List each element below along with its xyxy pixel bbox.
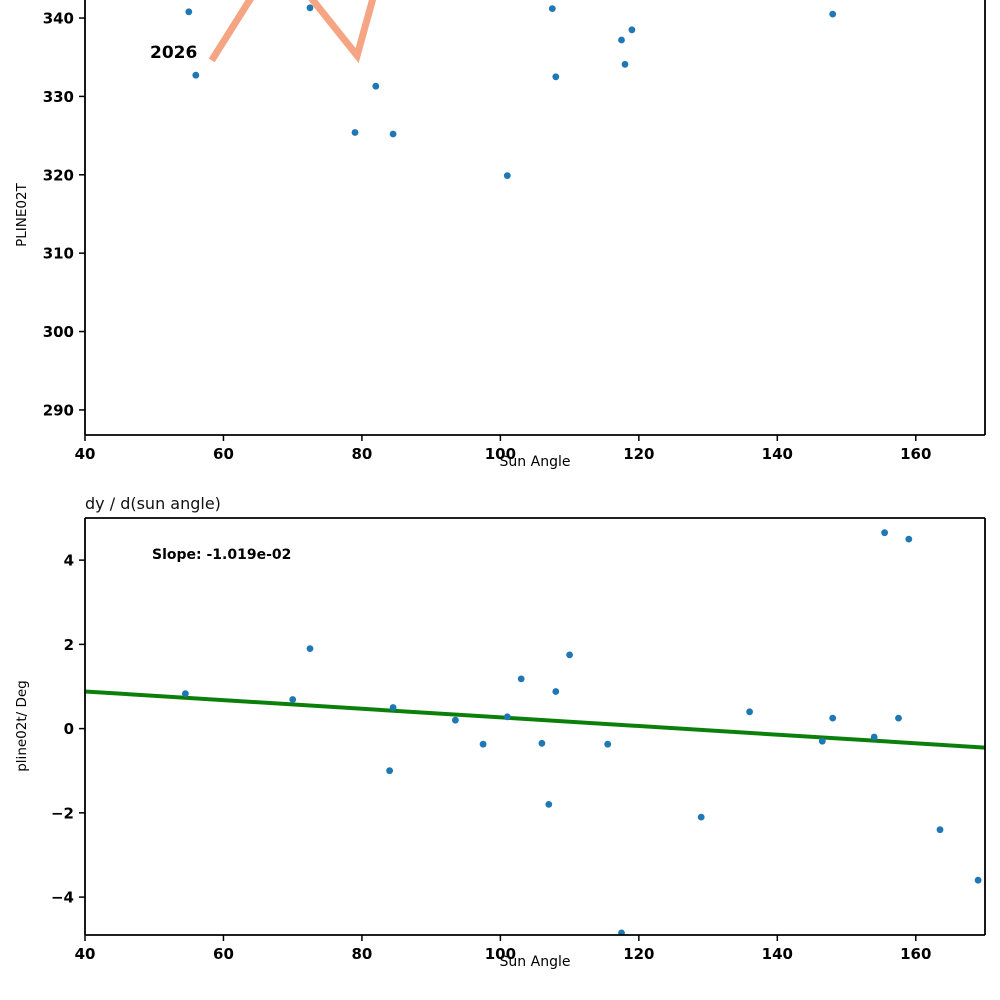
top-x-axis-label: Sun Angle — [499, 454, 571, 470]
salmon-zigzag-line — [208, 0, 377, 64]
scatter-point — [182, 690, 189, 697]
x-tick-label: 40 — [75, 445, 96, 463]
scatter-point — [545, 801, 553, 808]
scatter-point — [618, 36, 625, 44]
scatter-point — [517, 675, 525, 683]
top-annotation-2026: 2026 — [150, 43, 198, 63]
x-tick-label: 160 — [900, 445, 931, 463]
y-tick-label: 330 — [43, 88, 74, 106]
scatter-point — [829, 10, 837, 18]
x-tick-label: 60 — [213, 445, 234, 463]
scatter-point — [548, 5, 556, 12]
scatter-point — [389, 130, 397, 138]
y-tick-label: 290 — [43, 401, 74, 419]
scatter-point — [289, 696, 297, 703]
bottom-x-axis-label: Sun Angle — [499, 954, 571, 970]
top-y-axis-label: PLINE02T — [14, 183, 30, 247]
plot-area-1 — [85, 529, 985, 935]
scatter-point — [621, 60, 629, 68]
scatter-point — [818, 737, 826, 745]
scatter-point — [479, 740, 487, 748]
scatter-point — [881, 529, 888, 537]
plot-area-0 — [185, 0, 837, 180]
x-tick-label: 160 — [900, 945, 931, 963]
y-tick-label: 4 — [64, 552, 74, 570]
x-tick-label: 140 — [762, 445, 793, 463]
slope-annotation: Slope: -1.019e-02 — [152, 547, 292, 563]
scatter-point — [452, 716, 459, 724]
scatter-point — [552, 73, 560, 81]
y-tick-label: 0 — [64, 720, 74, 738]
x-tick-label: 80 — [351, 445, 372, 463]
scatter-point — [618, 929, 625, 935]
scatter-point — [351, 129, 359, 136]
scatter-point — [552, 688, 560, 695]
scatter-point — [386, 767, 393, 775]
x-tick-label: 120 — [623, 945, 654, 963]
x-tick-label: 100 — [485, 945, 516, 963]
x-tick-label: 40 — [75, 945, 96, 963]
bottom-y-axis-label: pline02t/ Deg — [14, 680, 30, 772]
scatter-point — [538, 739, 546, 747]
y-tick-label: −4 — [51, 889, 74, 907]
scatter-point — [628, 26, 636, 34]
y-tick-label: 2 — [64, 636, 74, 654]
scatter-point — [905, 535, 913, 543]
y-tick-label: 300 — [43, 323, 74, 341]
bottom-chart-title: dy / d(sun angle) — [85, 494, 221, 513]
y-tick-label: 310 — [43, 245, 74, 263]
scatter-point — [306, 645, 314, 652]
scatter-point — [936, 826, 944, 834]
scatter-point — [604, 740, 612, 748]
scatter-point — [389, 704, 397, 711]
scatter-point — [566, 651, 573, 659]
scatter-point — [192, 71, 200, 79]
scatter-point — [185, 8, 193, 16]
scatter-point — [697, 813, 705, 821]
trend-line — [85, 689, 985, 750]
scatter-point — [974, 876, 982, 884]
scatter-point — [895, 714, 902, 722]
scatter-point — [746, 708, 753, 716]
y-tick-label: −2 — [51, 804, 74, 822]
x-tick-label: 80 — [351, 945, 372, 963]
scatter-point — [870, 733, 878, 741]
y-tick-label: 320 — [43, 166, 74, 184]
y-tick-label: 340 — [43, 10, 74, 28]
x-tick-label: 100 — [485, 445, 516, 463]
x-tick-label: 120 — [623, 445, 654, 463]
scatter-point — [306, 4, 314, 12]
x-tick-label: 60 — [213, 945, 234, 963]
scatter-point — [372, 82, 380, 90]
x-tick-label: 140 — [762, 945, 793, 963]
scatter-point — [503, 172, 511, 180]
scatter-point — [829, 714, 837, 722]
scatter-point — [503, 713, 511, 721]
